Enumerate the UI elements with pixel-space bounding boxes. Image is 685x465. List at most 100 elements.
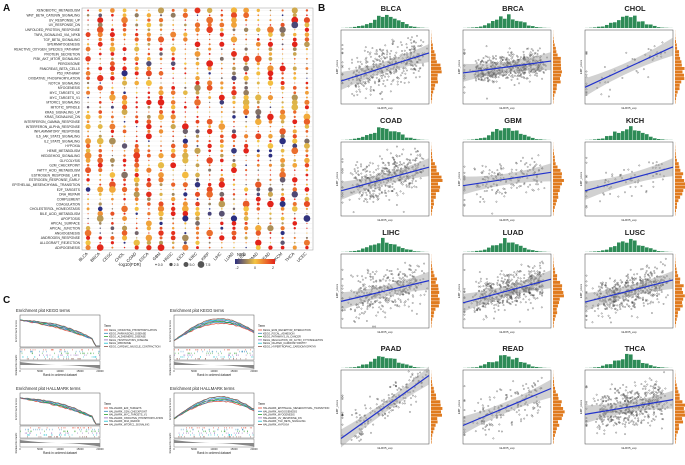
scatter-point [355, 69, 358, 72]
scatter-point [358, 78, 360, 81]
row-label: UV_RESPONSE_DN [49, 23, 81, 27]
scatter-point [409, 53, 412, 56]
scatter-point [492, 55, 494, 58]
dot [196, 67, 199, 70]
dot [195, 178, 200, 182]
dot [98, 52, 102, 56]
dot [293, 125, 296, 128]
top-histogram-bar [381, 128, 385, 140]
dot [291, 94, 298, 101]
dot [244, 47, 248, 51]
scatter-point [517, 74, 520, 77]
dot [219, 191, 225, 197]
right-histogram-bar [553, 43, 555, 47]
dot [292, 47, 297, 52]
dot [221, 217, 223, 220]
dot [294, 62, 296, 65]
scatter-point [499, 71, 502, 74]
top-histogram-bar [519, 245, 523, 252]
dot [232, 178, 235, 181]
dot [304, 157, 310, 164]
dot [231, 230, 237, 236]
dot [220, 13, 224, 17]
dot [269, 237, 272, 239]
row-label: APICAL_JUNCTION [50, 227, 81, 231]
dot [110, 90, 115, 95]
dot [110, 75, 115, 81]
top-histogram-bar [413, 367, 417, 368]
scatter-point [420, 44, 423, 47]
dot [244, 134, 249, 139]
scatter-point [509, 62, 512, 65]
dot [304, 22, 310, 28]
dot [97, 17, 104, 24]
scatter-point [408, 48, 411, 51]
scatter-point [535, 64, 538, 67]
dot [257, 237, 259, 239]
right-histogram-bar [675, 321, 677, 325]
scatter-point [510, 57, 513, 60]
row-label: G2M_CHECKPOINT [49, 164, 80, 168]
dot [195, 231, 200, 235]
dot [121, 186, 128, 193]
dot [208, 202, 212, 206]
dot [220, 48, 223, 50]
size-legend-label: 0.0 [158, 263, 163, 267]
scatter-point [364, 80, 367, 83]
scatter-point [521, 62, 524, 65]
dot [170, 143, 176, 149]
dot [291, 41, 298, 48]
dot [171, 202, 175, 206]
dot [292, 52, 297, 56]
dot [221, 188, 223, 191]
dot [110, 61, 115, 67]
scatter-point [413, 48, 416, 51]
dot [208, 236, 211, 240]
right-histogram-bar [675, 304, 683, 308]
top-histogram-bar [401, 134, 405, 140]
right-histogram-bar [431, 152, 433, 156]
top-histogram-bar [515, 130, 519, 140]
dot [244, 231, 248, 235]
scatter-point [393, 66, 395, 69]
scatter-point [368, 81, 370, 84]
scatter-point [526, 77, 529, 80]
dot [158, 113, 164, 120]
dot [160, 159, 162, 162]
right-histogram-bar [675, 63, 682, 67]
dot [171, 246, 175, 249]
dot [208, 14, 211, 17]
scatter-point [477, 68, 480, 70]
dot [303, 118, 311, 125]
scatter-point [341, 44, 344, 46]
top-histogram-bar [499, 16, 503, 28]
right-histogram-bar [553, 277, 557, 281]
scatter-point [514, 63, 516, 66]
scatter-point [497, 69, 500, 71]
dot [182, 182, 188, 188]
top-histogram-bar [369, 22, 373, 28]
dot [148, 48, 150, 50]
scatter-point [513, 84, 516, 86]
scatter-point [530, 64, 532, 67]
dot [231, 133, 237, 139]
scatter-point [351, 93, 354, 95]
dot [207, 66, 212, 71]
dot [122, 13, 127, 18]
dot [87, 183, 89, 186]
dot [184, 72, 187, 75]
dot [96, 215, 104, 222]
scatter-point [412, 64, 414, 67]
dot [220, 153, 224, 158]
dot [172, 96, 175, 99]
right-histogram-bar [431, 317, 433, 321]
dot [157, 36, 165, 43]
dot [304, 163, 310, 168]
scatter-point [532, 59, 534, 62]
dot [109, 137, 116, 145]
dot [304, 138, 310, 144]
dot [121, 16, 128, 24]
dot [170, 46, 176, 52]
row-label: APOPTOSIS [61, 217, 81, 221]
